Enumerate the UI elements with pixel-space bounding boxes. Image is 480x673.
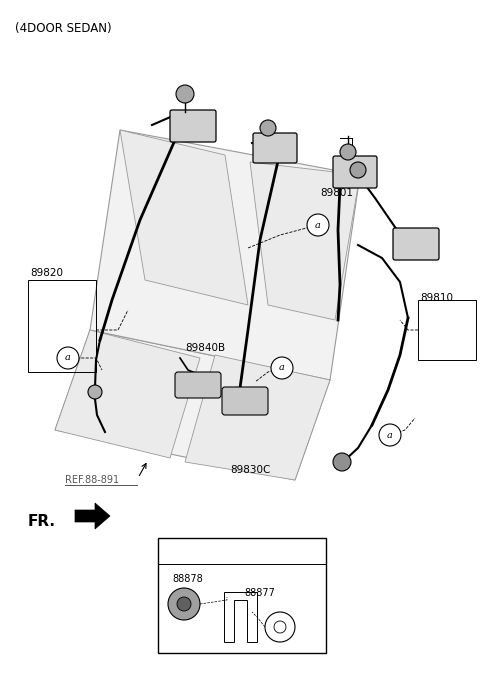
FancyBboxPatch shape xyxy=(175,372,221,398)
Text: (4DOOR SEDAN): (4DOOR SEDAN) xyxy=(15,22,112,35)
Polygon shape xyxy=(75,503,110,529)
FancyBboxPatch shape xyxy=(222,387,268,415)
Circle shape xyxy=(340,144,356,160)
Circle shape xyxy=(176,85,194,103)
Circle shape xyxy=(271,357,293,379)
FancyBboxPatch shape xyxy=(393,228,439,260)
FancyBboxPatch shape xyxy=(170,110,216,142)
Text: REF.88-891: REF.88-891 xyxy=(65,475,119,485)
Text: a: a xyxy=(175,546,181,555)
Polygon shape xyxy=(185,355,330,480)
Text: 89801: 89801 xyxy=(320,188,353,198)
Text: FR.: FR. xyxy=(28,514,56,530)
FancyBboxPatch shape xyxy=(333,156,377,188)
Circle shape xyxy=(168,541,188,561)
Text: 89820: 89820 xyxy=(30,268,63,278)
Text: 89840B: 89840B xyxy=(185,343,225,353)
Polygon shape xyxy=(90,130,360,380)
Text: 88878: 88878 xyxy=(172,574,203,584)
Circle shape xyxy=(379,424,401,446)
Text: 89810: 89810 xyxy=(420,293,453,303)
Circle shape xyxy=(177,597,191,611)
Circle shape xyxy=(57,347,79,369)
Polygon shape xyxy=(55,330,330,480)
Circle shape xyxy=(307,214,329,236)
Circle shape xyxy=(260,120,276,136)
Bar xyxy=(158,538,326,653)
Circle shape xyxy=(88,385,102,399)
FancyBboxPatch shape xyxy=(253,133,297,163)
Text: a: a xyxy=(387,431,393,439)
Circle shape xyxy=(333,453,351,471)
Text: 88877: 88877 xyxy=(244,588,275,598)
Bar xyxy=(418,300,476,360)
Bar xyxy=(28,280,96,372)
Polygon shape xyxy=(250,162,360,320)
Polygon shape xyxy=(120,130,248,305)
Circle shape xyxy=(168,588,200,620)
Text: a: a xyxy=(279,363,285,372)
Text: 89830C: 89830C xyxy=(230,465,270,475)
Polygon shape xyxy=(55,330,200,458)
Text: a: a xyxy=(65,353,71,363)
Text: a: a xyxy=(315,221,321,229)
Circle shape xyxy=(350,162,366,178)
